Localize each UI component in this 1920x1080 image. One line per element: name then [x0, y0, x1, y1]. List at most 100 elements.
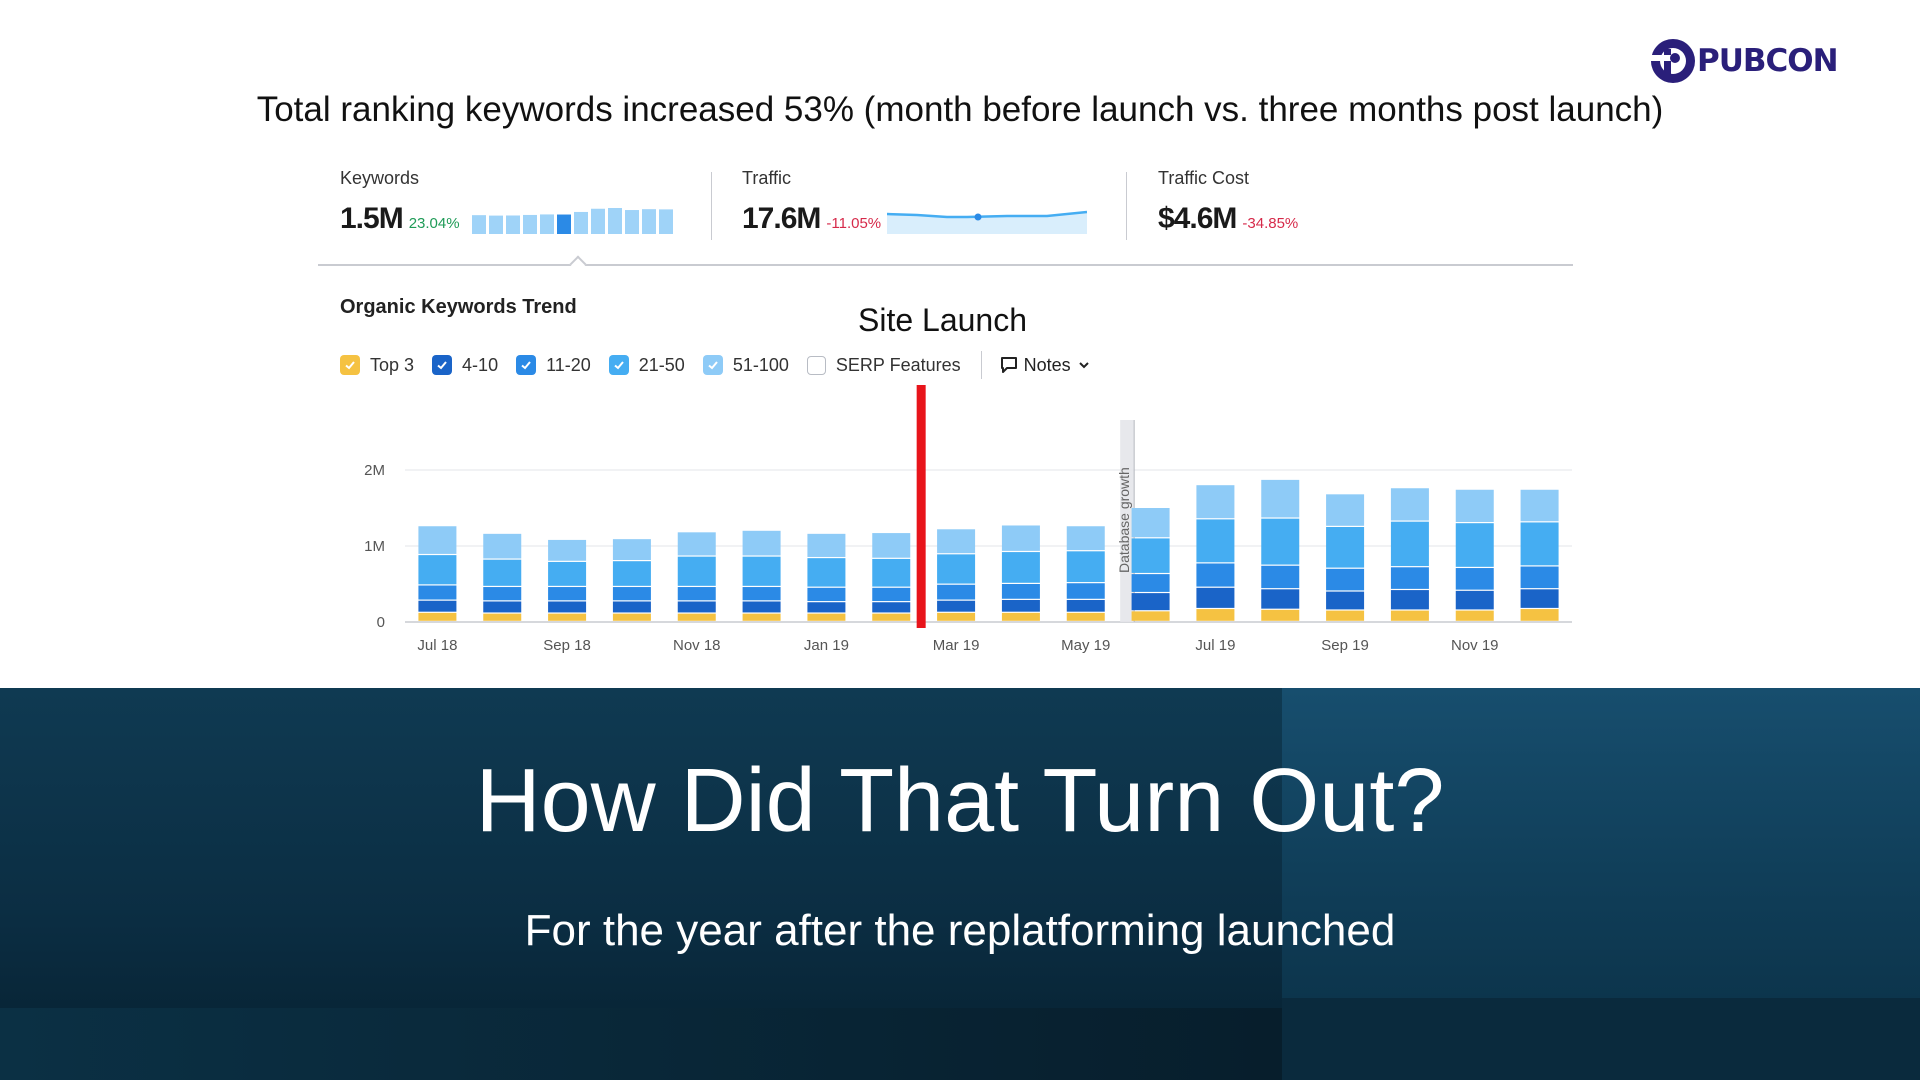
bar-segment-51-100: [1196, 485, 1235, 519]
legend-21-50[interactable]: 21-50: [608, 354, 685, 376]
y-tick-label: 1M: [364, 538, 385, 555]
bar-segment-51-100: [1455, 489, 1494, 522]
organic-keywords-chart: 0 1M 2M Database growth Jul 18 Sep 18 Nov 18 Ja…: [364, 385, 1572, 654]
bar-segment-top-3: [1196, 609, 1235, 621]
bar-segment-4-10: [872, 602, 911, 613]
legend-label: 51-100: [732, 354, 789, 375]
bar-segment-11-20: [548, 587, 587, 601]
legend-label: 11-20: [546, 354, 591, 375]
bar-segment-51-100: [742, 530, 781, 556]
bar-segment-11-20: [1261, 565, 1300, 589]
bar-segment-11-20: [807, 587, 846, 602]
bar-segment-51-100: [1326, 494, 1365, 526]
bar-segment-21-50: [1326, 527, 1365, 568]
bar-segment-top-3: [1390, 610, 1429, 621]
bar-segment-4-10: [1196, 587, 1235, 608]
bar-segment-top-3: [742, 613, 781, 621]
legend-top3[interactable]: Top 3: [340, 355, 414, 376]
chevron-down-icon: [1078, 362, 1089, 369]
metrics-strip: Keywords 1.5M 23.04% Traffic 17.6M -11.05%…: [318, 168, 1573, 266]
bar-segment-21-50: [872, 558, 911, 587]
keywords-label: Keywords: [340, 168, 420, 188]
bar-segment-51-100: [937, 529, 976, 554]
sparkline-bar: [625, 210, 639, 234]
legend-4-10[interactable]: 4-10: [432, 355, 498, 376]
checkbox-checked-icon[interactable]: [702, 355, 723, 375]
comment-icon: [1000, 357, 1017, 373]
checkbox-checked-icon[interactable]: [516, 355, 537, 375]
notes-label: Notes: [1023, 354, 1071, 375]
database-growth-marker: [1120, 420, 1135, 622]
sparkline-bar: [523, 214, 537, 234]
chart-legend: Top 3 4-10 11-20 21-50 51-100 SERP Featu…: [340, 351, 1097, 379]
bar-segment-11-20: [742, 587, 781, 601]
bar-segment-21-50: [1131, 538, 1170, 573]
traffic-cost-value: $4.6M: [1158, 202, 1237, 235]
notes-dropdown[interactable]: Notes: [1000, 355, 1097, 376]
legend-serp-features[interactable]: SERP Features: [806, 354, 961, 376]
bar-segment-11-20: [1326, 568, 1365, 591]
sparkline-bar: [540, 214, 554, 234]
sparkline-bar: [608, 208, 622, 234]
legend-label: SERP Features: [835, 354, 961, 375]
checkbox-checked-icon[interactable]: [608, 355, 629, 375]
bar-segment-21-50: [1455, 523, 1494, 567]
metric-divider: [711, 172, 712, 240]
bar-segment-51-100: [483, 533, 522, 559]
legend-label: 4-10: [462, 354, 499, 375]
metric-divider: [1126, 172, 1127, 240]
bar-segment-21-50: [1066, 551, 1105, 583]
traffic-label: Traffic: [742, 168, 792, 188]
bar-segment-21-50: [1520, 522, 1559, 566]
checkbox-checked-icon[interactable]: [432, 355, 453, 375]
sparkline-bar: [472, 215, 486, 234]
banner-strip: [0, 1008, 1282, 1080]
bar-segment-11-20: [1196, 563, 1235, 587]
bar-segment-51-100: [1390, 488, 1429, 521]
bar-segment-4-10: [612, 601, 651, 613]
bar-segment-top-3: [612, 613, 651, 621]
bar-segment-11-20: [1066, 583, 1105, 599]
bar-segment-4-10: [1326, 591, 1365, 610]
traffic-cost-metric[interactable]: Traffic Cost $4.6M -34.85%: [1158, 168, 1298, 235]
x-tick-label: May 19: [1061, 637, 1110, 654]
bar-segment-top-3: [1001, 612, 1040, 621]
keywords-metric[interactable]: Keywords 1.5M 23.04%: [340, 168, 673, 235]
bar-segment-51-100: [1066, 526, 1105, 551]
bar-segment-11-20: [1520, 566, 1559, 589]
bar-segment-4-10: [483, 601, 522, 613]
bar-segment-21-50: [1261, 518, 1300, 565]
y-tick-label: 2M: [364, 462, 385, 479]
x-tick-label: Nov 18: [673, 637, 721, 654]
bar-segment-4-10: [742, 601, 781, 613]
bar-segment-11-20: [677, 587, 716, 601]
sparkline-bar: [642, 209, 656, 234]
traffic-cost-label: Traffic Cost: [1158, 168, 1250, 188]
bar-segment-51-100: [612, 539, 651, 560]
bar-segment-top-3: [872, 613, 911, 621]
bar-segment-4-10: [807, 602, 846, 613]
bar-segment-51-100: [1520, 489, 1559, 522]
bar-segment-4-10: [677, 601, 716, 613]
legend-label: 21-50: [638, 354, 685, 375]
checkbox-unchecked-icon[interactable]: [806, 355, 826, 375]
bar-segment-51-100: [677, 532, 716, 556]
legend-11-20[interactable]: 11-20: [516, 355, 591, 376]
bar-segment-51-100: [1261, 479, 1300, 518]
checkbox-checked-icon[interactable]: [340, 355, 360, 375]
bar-segment-4-10: [1001, 599, 1040, 612]
bar-segment-21-50: [612, 561, 651, 586]
legend-51-100[interactable]: 51-100: [702, 354, 789, 376]
bar-segment-21-50: [548, 561, 587, 586]
bar-segment-51-100: [548, 539, 587, 561]
bar-segment-51-100: [1001, 525, 1040, 551]
traffic-sparkline: [887, 210, 1087, 234]
bar-segment-21-50: [1196, 519, 1235, 563]
bar-segment-11-20: [612, 587, 651, 601]
bar-segment-top-3: [548, 613, 587, 621]
bar-segment-21-50: [483, 559, 522, 586]
traffic-metric[interactable]: Traffic 17.6M -11.05%: [742, 168, 1087, 235]
bar-segment-top-3: [677, 613, 716, 621]
bar-segment-11-20: [872, 587, 911, 602]
bar-segment-21-50: [937, 554, 976, 584]
